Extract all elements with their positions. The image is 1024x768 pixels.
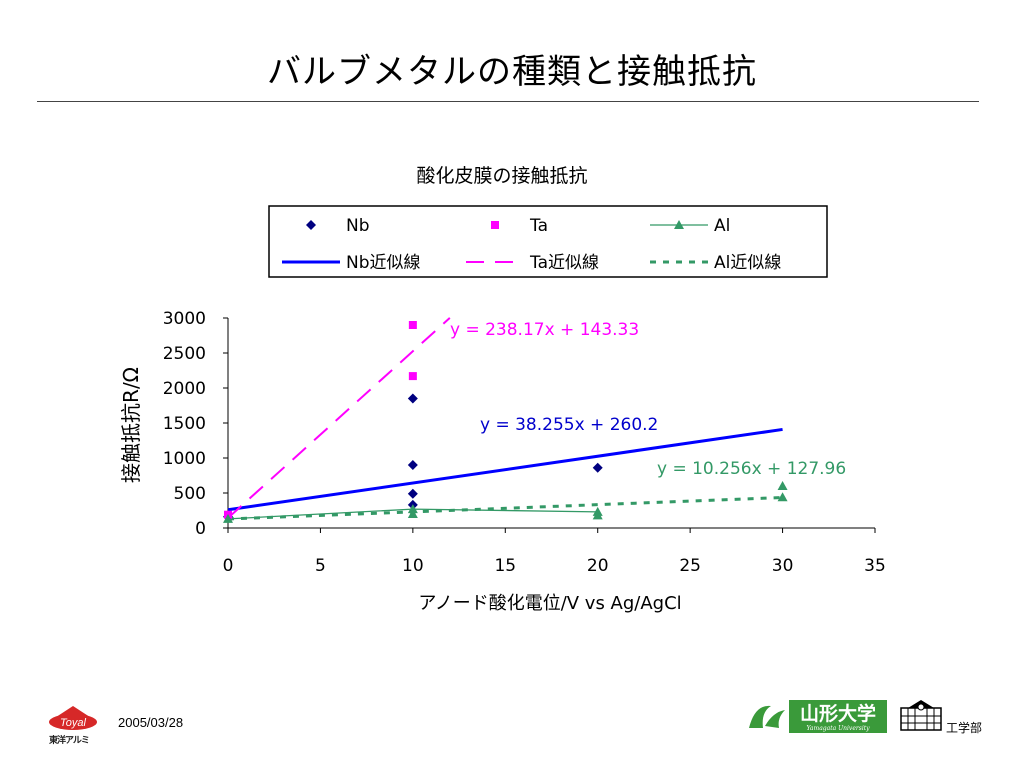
y-tick-label: 3000 xyxy=(163,309,206,329)
nb-fit-equation: y = 38.255x + 260.2 xyxy=(480,415,658,435)
data-point-al xyxy=(407,509,418,518)
faculty-building-icon xyxy=(900,700,942,731)
data-point-nb xyxy=(407,393,418,404)
toyal-logo: Toyal xyxy=(49,706,97,730)
x-tick-label: 30 xyxy=(772,556,794,576)
chart-title: 酸化皮膜の接触抵抗 xyxy=(416,165,587,187)
yamagata-university-logo: 山形大学 Yamagata University xyxy=(745,698,890,735)
legend-label: Nb xyxy=(346,216,370,236)
legend-swatch-1 xyxy=(491,221,499,229)
x-tick-label: 15 xyxy=(494,556,516,576)
trendline-al xyxy=(227,496,783,521)
data-point-ta xyxy=(408,372,417,381)
footer-date: 2005/03/28 xyxy=(118,715,184,730)
ta-fit-equation: y = 238.17x + 143.33 xyxy=(450,320,639,340)
legend-label: Al近似線 xyxy=(714,253,781,273)
x-tick-label: 25 xyxy=(679,556,701,576)
data-point-nb xyxy=(407,460,418,470)
y-tick-label: 2500 xyxy=(163,344,206,364)
yamagata-logo-text: 山形大学 xyxy=(800,702,876,725)
legend-label: Nb近似線 xyxy=(346,253,421,273)
legend-swatch-marker-2 xyxy=(674,220,684,229)
data-point-nb xyxy=(407,488,418,499)
legend-label: Ta近似線 xyxy=(529,253,599,273)
al-fit-equation: y = 10.256x + 127.96 xyxy=(657,459,846,479)
data-point-al xyxy=(592,510,603,520)
x-tick-label: 5 xyxy=(315,556,326,576)
y-tick-label: 1500 xyxy=(163,414,206,434)
x-axis-label: アノード酸化電位/V vs Ag/AgCl xyxy=(418,593,681,614)
toyal-logo-caption: 東洋アルミ xyxy=(49,736,90,746)
x-tick-label: 10 xyxy=(402,556,424,576)
y-tick-label: 500 xyxy=(174,484,206,504)
x-tick-label: 20 xyxy=(587,556,609,576)
toyal-logo-text: Toyal xyxy=(60,717,86,729)
trendline-ta xyxy=(227,317,451,519)
x-tick-label: 0 xyxy=(223,556,234,576)
data-point-al xyxy=(777,492,788,502)
legend-box xyxy=(268,205,828,278)
faculty-label: 工学部 xyxy=(946,721,983,735)
legend-label: Ta xyxy=(529,216,548,236)
data-point-nb xyxy=(592,462,603,473)
title-divider xyxy=(37,101,979,102)
yamagata-logo-subtext: Yamagata University xyxy=(806,725,870,732)
legend-swatch-0 xyxy=(306,220,316,230)
legend-label: Al xyxy=(714,216,730,236)
data-point-al xyxy=(223,513,233,523)
y-tick-label: 0 xyxy=(195,519,206,539)
slide-title: バルブメタルの種類と接触抵抗 xyxy=(267,52,757,92)
chart-legend: Nb Ta Al Nb近似線 Ta近似線 Al近似線 xyxy=(268,205,828,278)
data-point-ta xyxy=(408,321,417,329)
data-point-al xyxy=(777,481,788,490)
y-tick-label: 1000 xyxy=(163,449,206,469)
x-tick-label: 35 xyxy=(864,556,886,576)
data-point-al xyxy=(407,504,418,514)
y-tick-label: 2000 xyxy=(163,379,206,399)
trendline-nb xyxy=(227,427,783,512)
y-axis-label: 接触抵抗R/Ω xyxy=(119,367,143,483)
